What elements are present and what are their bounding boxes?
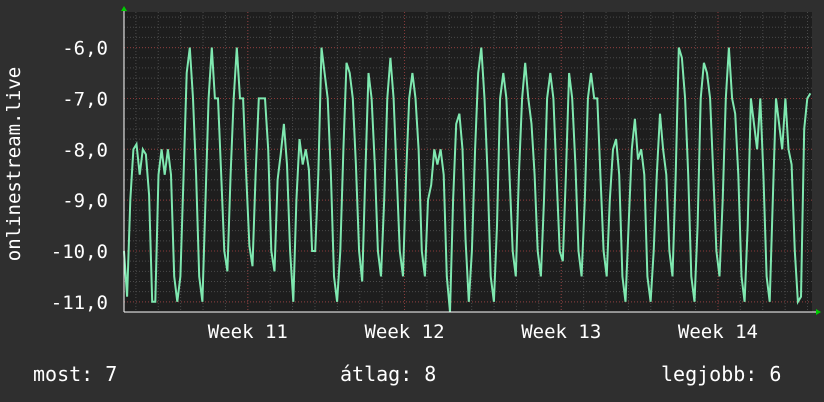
y-tick-label: -7,0 xyxy=(62,88,108,110)
y-tick-label: -9,0 xyxy=(62,190,108,212)
x-axis: Week 11 Week 12 Week 13 Week 14 xyxy=(208,321,758,343)
y-tick-label: -10,0 xyxy=(51,241,108,263)
y-tick-label: -8,0 xyxy=(62,139,108,161)
y-axis-arrow-icon xyxy=(121,6,127,11)
legend-current: most: 7 xyxy=(33,362,117,386)
x-tick-label: Week 11 xyxy=(208,321,288,343)
x-tick-label: Week 13 xyxy=(521,321,601,343)
legend-best-value: 6 xyxy=(769,362,782,386)
legend-best: legjobb: 6 xyxy=(661,362,781,386)
x-tick-label: Week 12 xyxy=(364,321,444,343)
y-axis: -6,0 -7,0 -8,0 -9,0 -10,0 -11,0 xyxy=(51,38,108,314)
legend-current-value: 7 xyxy=(105,362,118,386)
legend-average-label: átlag: xyxy=(340,362,413,386)
x-tick-label: Week 14 xyxy=(678,321,758,343)
legend-average-value: 8 xyxy=(424,362,437,386)
y-tick-label: -11,0 xyxy=(51,292,108,314)
y-tick-label: -6,0 xyxy=(62,38,108,60)
legend-current-label: most: xyxy=(33,362,94,386)
legend-average: átlag: 8 xyxy=(340,362,436,386)
y-axis-label: onlinestream.live xyxy=(3,67,25,261)
series-line xyxy=(123,47,812,313)
x-axis-arrow-icon xyxy=(816,309,821,315)
legend-best-label: legjobb: xyxy=(661,362,758,386)
